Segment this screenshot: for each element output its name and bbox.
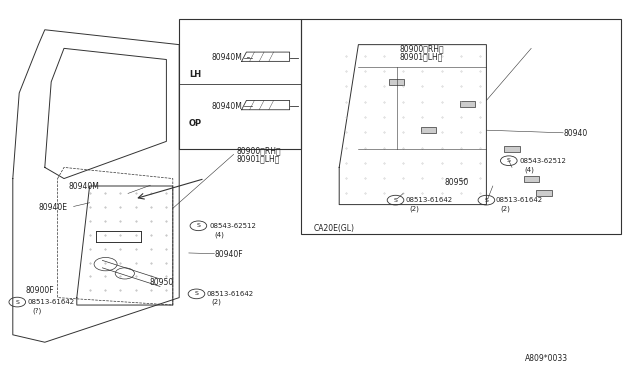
Text: 80950: 80950 [445, 178, 469, 187]
Text: 80940M: 80940M [211, 53, 242, 62]
Text: 80900〈RH〉: 80900〈RH〉 [237, 146, 282, 155]
Text: 80940M: 80940M [211, 102, 242, 110]
Text: (2): (2) [410, 206, 419, 212]
Text: A809*0033: A809*0033 [525, 355, 568, 363]
Bar [421, 127, 436, 133]
Text: (2): (2) [211, 299, 221, 305]
Text: 80900F: 80900F [26, 286, 54, 295]
Text: (2): (2) [500, 206, 510, 212]
Text: 08513-61642: 08513-61642 [496, 197, 543, 203]
Bar [460, 101, 475, 107]
Bar [524, 176, 539, 182]
Text: S: S [484, 198, 488, 203]
Bar [301, 19, 621, 234]
Text: CA20E(GL): CA20E(GL) [314, 224, 355, 233]
Text: S: S [196, 223, 200, 228]
Text: 80940F: 80940F [214, 250, 243, 259]
Text: S: S [195, 291, 198, 296]
Text: 80940E: 80940E [38, 203, 67, 212]
Text: (4): (4) [525, 166, 534, 173]
Text: 80900〈RH〉: 80900〈RH〉 [400, 44, 445, 53]
Text: 08543-62512: 08543-62512 [210, 223, 257, 229]
Text: 80950: 80950 [149, 278, 173, 287]
Text: (4): (4) [214, 231, 224, 238]
Bar [389, 79, 404, 85]
Text: 08513-61642: 08513-61642 [28, 299, 75, 305]
Text: 80901〈LH〉: 80901〈LH〉 [237, 155, 280, 164]
Text: S: S [394, 198, 397, 203]
Bar [536, 190, 552, 196]
Text: 80901〈LH〉: 80901〈LH〉 [400, 52, 444, 61]
Text: (?): (?) [32, 307, 41, 314]
Text: S: S [15, 299, 19, 305]
Text: 08543-62512: 08543-62512 [520, 158, 566, 164]
Text: OP: OP [189, 119, 202, 128]
Text: S: S [507, 158, 511, 163]
Bar [504, 146, 520, 152]
Bar [179, 19, 301, 149]
Text: 80940M: 80940M [68, 182, 99, 190]
Text: 08513-61642: 08513-61642 [405, 197, 452, 203]
Text: 08513-61642: 08513-61642 [207, 291, 254, 297]
Text: 80940: 80940 [563, 129, 588, 138]
Text: LH: LH [189, 70, 201, 79]
